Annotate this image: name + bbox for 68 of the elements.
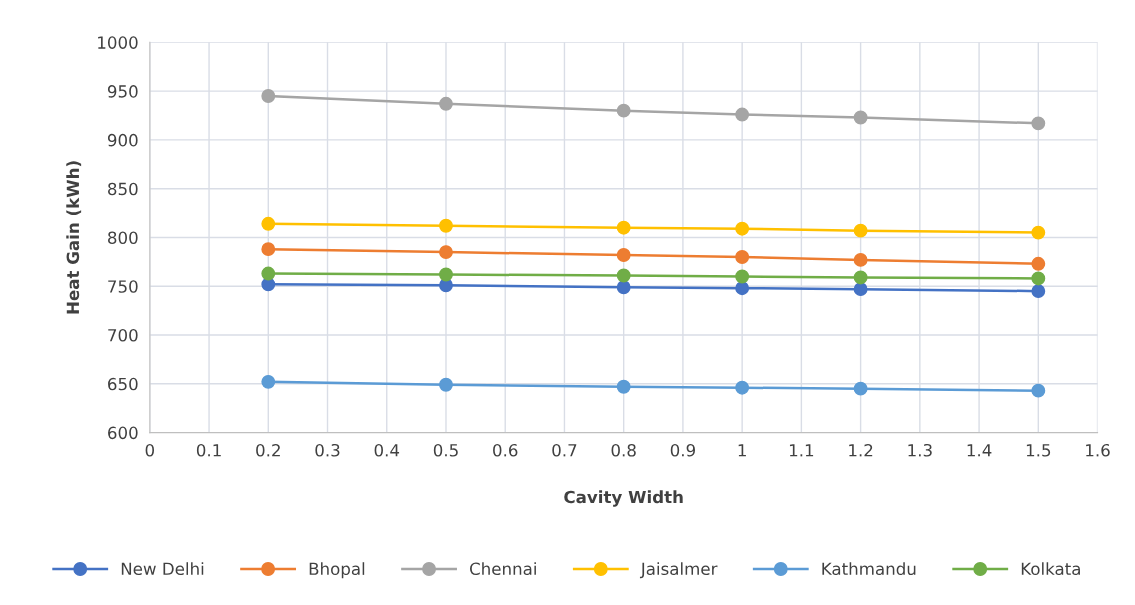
x-tick-label: 0.3 [315,443,340,457]
y-tick-label: 900 [107,133,138,147]
point [261,89,276,103]
point [616,248,631,262]
point [1031,256,1046,271]
x-tick-label: 0.9 [670,443,695,457]
x-tick-label: 1.1 [789,444,814,457]
x-tick-label: 0.1 [196,443,221,457]
x-tick-label: 0 [145,443,155,457]
x-axis-title: Cavity Width [564,490,683,507]
y-tick-label: 600 [108,426,138,440]
point [261,242,276,257]
point [439,218,453,233]
y-axis-title: Heat Gain (kWh) [66,161,82,314]
point [439,96,453,111]
x-tick-label: 1.3 [908,443,932,457]
y-tick-label: 750 [108,280,138,293]
point [616,220,631,235]
point [261,374,276,389]
point [735,281,750,296]
point [439,377,453,392]
point [439,245,453,260]
x-tick-label: 0.7 [552,443,577,457]
point [616,379,631,394]
point [853,282,868,297]
point [261,216,276,231]
point [1031,284,1046,299]
point [853,252,868,267]
point [1031,225,1046,240]
x-tick-label: 1.2 [849,443,873,457]
x-tick-label: 1.5 [1026,444,1051,457]
x-tick-label: 0.6 [493,443,518,457]
y-tick-label: 1000 [98,36,138,49]
legend-label: Kathmandu [822,562,916,576]
y-tick-label: 850 [108,182,138,196]
legend-label: Chennai [469,562,536,576]
point [616,268,631,283]
legend-label: New Delhi [121,562,204,576]
x-tick-label: 1.4 [967,444,992,457]
legend-label: Bhopal [309,562,365,579]
y-tick-label: 800 [108,231,138,245]
point [853,223,868,238]
legend-label: Kolkata [1021,562,1080,576]
point [735,250,750,264]
legend-label: Jaisalmer [639,562,718,579]
y-tick-label: 650 [108,377,138,391]
point [616,103,631,118]
x-tick-label: 0.5 [433,443,458,457]
y-tick-label: 950 [107,85,138,98]
x-tick-label: 1 [738,444,746,457]
point [853,381,868,396]
point [735,380,750,395]
point [1031,271,1046,286]
x-tick-label: 1.6 [1086,443,1110,457]
point [1031,383,1046,398]
point [439,267,453,282]
point [1031,116,1046,131]
point [735,269,750,284]
point [261,266,276,281]
x-tick-label: 0.4 [374,443,400,457]
x-tick-label: 0.2 [256,443,280,457]
point [853,110,868,125]
point [735,107,750,122]
point [853,270,868,285]
point [735,221,750,236]
point [616,280,631,295]
x-tick-label: 0.8 [611,443,636,457]
y-tick-label: 700 [108,328,138,342]
